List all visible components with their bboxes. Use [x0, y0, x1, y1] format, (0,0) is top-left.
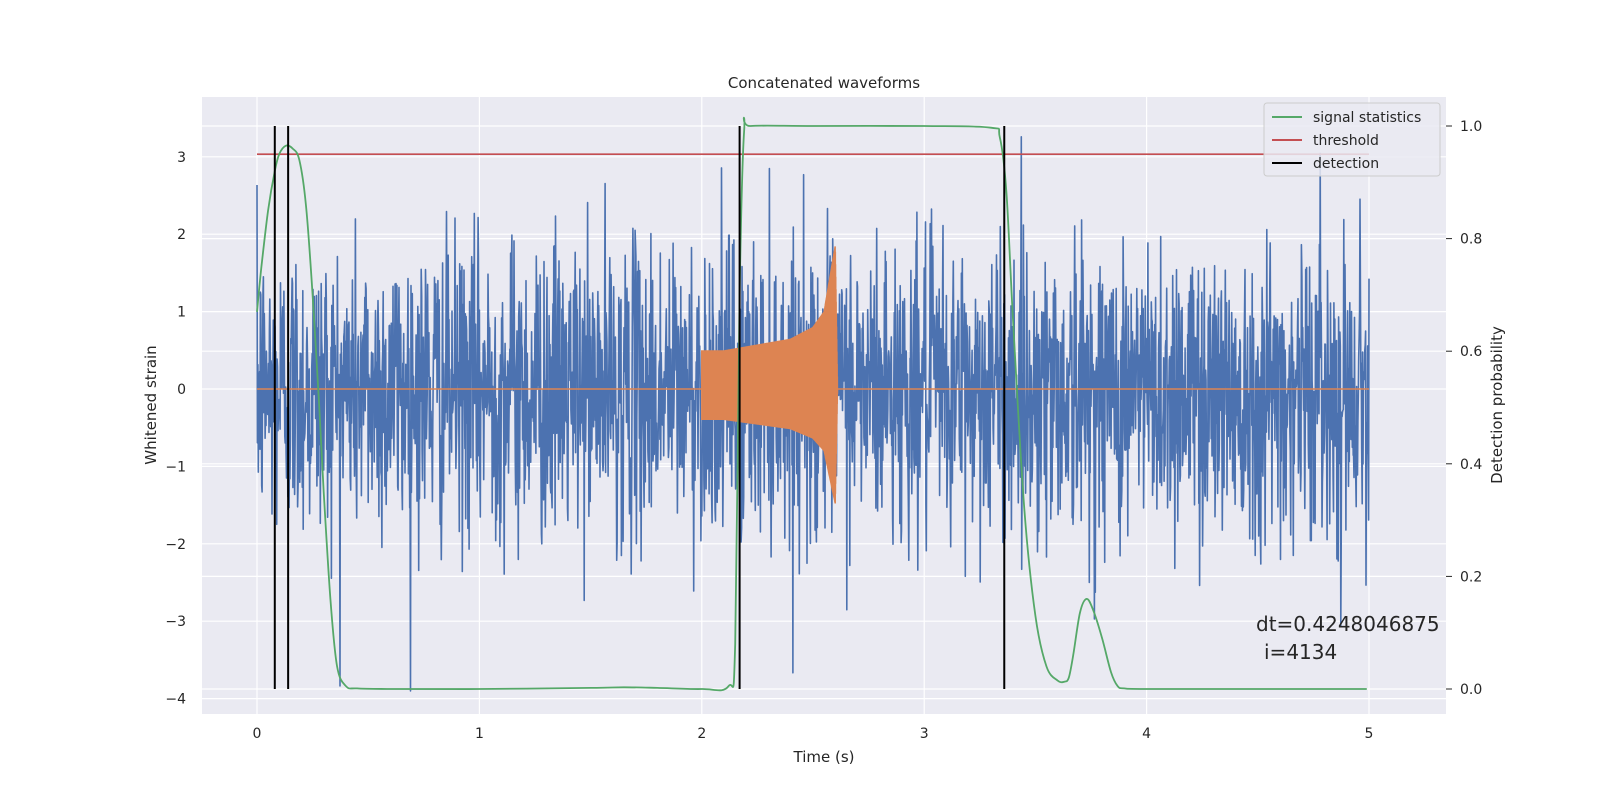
- y-left-tick-label: 2: [177, 227, 186, 243]
- y-right-tick-label: 1.0: [1460, 119, 1482, 135]
- injected-waveform-series: [257, 246, 1369, 504]
- y-left-tick-label: 0: [177, 382, 186, 398]
- axis-ticks: 0 1 2 3 4 5 3 2 1 0 −1 −2 −3 −4 1.0 0.8 0.6 0.4 0.2 0.0: [165, 119, 1482, 742]
- y-right-tick-label: 0.8: [1460, 232, 1482, 248]
- x-tick-label: 5: [1365, 726, 1374, 742]
- x-axis-label: Time (s): [793, 748, 855, 766]
- annotation: dt=0.4248046875 i=4134: [1256, 612, 1440, 664]
- annotation-index: i=4134: [1264, 640, 1337, 664]
- strain-noise-series: [256, 136, 1370, 692]
- legend-box: [1263, 102, 1441, 177]
- y-right-tick-label: 0.6: [1460, 344, 1482, 360]
- y-left-tick-label: −1: [165, 459, 186, 475]
- y-right-tick-label: 0.4: [1460, 457, 1482, 473]
- y-left-tick-label: −3: [165, 614, 186, 630]
- legend-label-threshold: threshold: [1313, 133, 1379, 149]
- y-left-tick-label: −4: [165, 692, 186, 708]
- y-axis-label-right: Detection probability: [1488, 326, 1506, 484]
- legend-label-detection: detection: [1313, 156, 1379, 172]
- x-tick-label: 2: [697, 726, 706, 742]
- x-tick-label: 4: [1142, 726, 1151, 742]
- legend: signal statistics threshold detection: [1263, 102, 1441, 177]
- x-tick-label: 3: [920, 726, 929, 742]
- x-tick-label: 1: [475, 726, 484, 742]
- signal-statistics-series: [256, 116, 1367, 692]
- y-axis-label-left: Whitened strain: [142, 345, 160, 464]
- x-tick-label: 0: [253, 726, 262, 742]
- y-left-tick-label: −2: [165, 537, 186, 553]
- y-right-tick-label: 0.0: [1460, 682, 1482, 698]
- legend-label-statistics: signal statistics: [1313, 110, 1421, 126]
- y-left-tick-label: 3: [177, 150, 186, 166]
- y-right-tick-label: 0.2: [1460, 569, 1482, 585]
- annotation-dt: dt=0.4248046875: [1256, 612, 1440, 636]
- plot-area: [256, 116, 1370, 692]
- chart-title: Concatenated waveforms: [728, 74, 920, 92]
- y-left-tick-label: 1: [177, 305, 186, 321]
